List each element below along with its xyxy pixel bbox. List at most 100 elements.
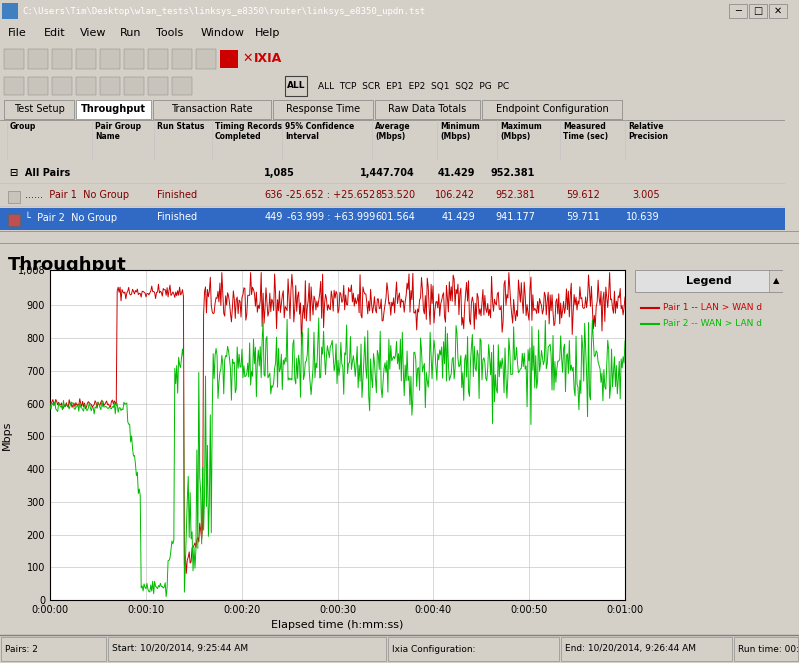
Bar [196,49,216,69]
Bar [635,270,783,292]
Bar [100,49,120,69]
Bar [76,49,96,69]
Text: ✕: ✕ [242,52,252,64]
Text: Endpoint Configuration: Endpoint Configuration [495,104,608,114]
Text: 1,085: 1,085 [264,168,295,178]
Text: ALL: ALL [287,82,305,91]
Text: 59.612: 59.612 [566,190,600,200]
Text: 1,447.704: 1,447.704 [360,168,415,178]
Text: Run Status: Run Status [157,122,205,131]
Bar [273,100,373,119]
Bar [769,270,783,292]
Bar [2,3,18,19]
Text: 41.429: 41.429 [438,168,475,178]
Text: ......  Pair 1  No Group: ...... Pair 1 No Group [25,190,129,200]
Text: C:\Users\Tim\Desktop\wlan_tests\linksys_e8350\router\linksys_e8350_updn.tst: C:\Users\Tim\Desktop\wlan_tests\linksys_… [22,7,425,15]
Text: Run time: 00:01:00: Run time: 00:01:00 [738,644,799,654]
Text: Legend: Legend [686,276,732,286]
Bar [561,637,732,661]
Text: Maximum
(Mbps): Maximum (Mbps) [500,122,542,141]
Bar [482,100,622,119]
Text: 41.429: 41.429 [441,212,475,222]
Bar [52,77,72,95]
Text: Start: 10/20/2014, 9:25:44 AM: Start: 10/20/2014, 9:25:44 AM [112,644,248,654]
Bar [76,100,151,119]
Bar [100,77,120,95]
Text: Edit: Edit [44,28,66,38]
Bar [1,637,106,661]
Bar [28,77,48,95]
Text: Finished: Finished [157,212,197,222]
Text: ▲: ▲ [773,276,779,286]
Text: File: File [8,28,26,38]
Text: □: □ [753,6,762,16]
Bar [769,4,787,18]
Bar [52,49,72,69]
Y-axis label: Mbps: Mbps [2,420,12,450]
Bar [388,637,559,661]
Bar [153,100,271,119]
Bar [729,4,747,18]
Text: Window: Window [201,28,245,38]
Text: ─: ─ [735,6,741,16]
Text: 449: 449 [264,212,283,222]
Bar [734,637,798,661]
Text: Throughput: Throughput [8,256,127,274]
Text: Help: Help [255,28,280,38]
Bar [4,100,74,119]
Bar [0,208,785,230]
Text: Pair Group
Name: Pair Group Name [95,122,141,141]
Bar [220,50,238,68]
Text: -25.652 : +25.652: -25.652 : +25.652 [286,190,375,200]
Text: View: View [80,28,106,38]
Text: Pair 1 -- LAN > WAN d: Pair 1 -- LAN > WAN d [663,304,762,312]
Text: 59.711: 59.711 [566,212,600,222]
Text: 3.005: 3.005 [632,190,660,200]
Text: 952.381: 952.381 [495,190,535,200]
Bar [172,77,192,95]
Text: 853.520: 853.520 [375,190,415,200]
Bar [148,77,168,95]
Text: 952.381: 952.381 [491,168,535,178]
Bar [375,100,480,119]
Bar [8,191,20,203]
Text: Finished: Finished [157,190,197,200]
Text: Test Setup: Test Setup [14,104,65,114]
Bar [4,49,24,69]
Text: 941.177: 941.177 [495,212,535,222]
Text: Throughput: Throughput [81,104,146,114]
Text: Raw Data Totals: Raw Data Totals [388,104,467,114]
Text: 636: 636 [264,190,283,200]
Text: Minimum
(Mbps): Minimum (Mbps) [440,122,479,141]
Text: Timing Records
Completed: Timing Records Completed [215,122,282,141]
Bar [76,77,96,95]
Text: Average
(Mbps): Average (Mbps) [375,122,411,141]
Text: 95% Confidence
Interval: 95% Confidence Interval [285,122,354,141]
Text: Transaction Rate: Transaction Rate [171,104,252,114]
Text: -63.999 : +63.999: -63.999 : +63.999 [287,212,375,222]
Text: └  Pair 2  No Group: └ Pair 2 No Group [25,212,117,223]
X-axis label: Elapsed time (h:mm:ss): Elapsed time (h:mm:ss) [272,621,403,631]
Text: Run: Run [120,28,141,38]
Text: 10.639: 10.639 [626,212,660,222]
Text: Measured
Time (sec): Measured Time (sec) [563,122,608,141]
Text: Ixia Configuration:: Ixia Configuration: [392,644,475,654]
Text: ⊟  All Pairs: ⊟ All Pairs [10,168,70,178]
Bar [148,49,168,69]
Text: 106.242: 106.242 [435,190,475,200]
Text: Tools: Tools [156,28,183,38]
Text: Pairs: 2: Pairs: 2 [5,644,38,654]
Bar [285,76,307,96]
Bar [28,49,48,69]
Text: ALL  TCP  SCR  EP1  EP2  SQ1  SQ2  PG  PC: ALL TCP SCR EP1 EP2 SQ1 SQ2 PG PC [318,82,509,91]
Text: IXIA: IXIA [254,52,282,64]
Text: Group: Group [10,122,37,131]
Bar [749,4,767,18]
Text: End: 10/20/2014, 9:26:44 AM: End: 10/20/2014, 9:26:44 AM [565,644,696,654]
Text: ✕: ✕ [774,6,782,16]
Text: 601.564: 601.564 [375,212,415,222]
Bar [124,49,144,69]
Bar [108,637,386,661]
Bar [4,77,24,95]
Text: Pair 2 -- WAN > LAN d: Pair 2 -- WAN > LAN d [663,320,762,328]
